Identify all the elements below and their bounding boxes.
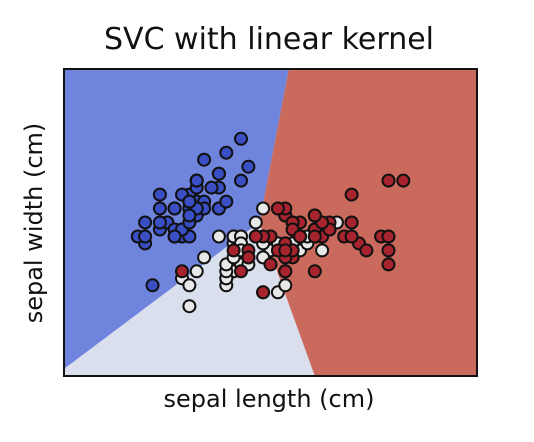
data-point-class-1 [278,278,293,293]
data-point-class-2 [381,257,396,272]
data-point-class-2 [344,215,359,230]
data-point-class-1 [197,250,212,265]
data-point-class-2 [241,250,256,265]
data-point-class-0 [234,173,248,188]
data-point-class-2 [381,243,396,258]
data-points [130,131,411,314]
data-point-class-0 [211,166,226,181]
data-point-class-1 [189,264,204,279]
data-point-class-0 [152,201,167,216]
data-point-class-2 [307,229,322,244]
data-point-class-2 [344,187,359,202]
chart-title: SVC with linear kernel [104,22,434,57]
plot-frame [63,68,478,377]
decision-region-class-2 [259,69,477,376]
data-point-class-0 [138,215,153,230]
data-point-class-0 [189,173,204,188]
data-point-class-0 [152,215,167,230]
data-point-class-1 [182,278,197,293]
data-point-class-2 [307,264,322,279]
decision-regions [64,69,477,376]
data-point-class-0 [182,208,197,223]
data-point-class-2 [278,264,293,279]
data-point-class-2 [344,229,359,244]
data-point-class-2 [381,229,396,244]
data-point-class-0 [219,145,234,160]
data-point-class-2 [307,208,322,223]
data-point-class-0 [167,229,182,244]
data-point-class-0 [182,194,197,209]
data-point-class-2 [263,257,278,272]
data-point-class-0 [197,152,212,167]
data-point-class-2 [270,201,285,216]
data-point-class-1 [256,201,271,216]
data-point-class-1 [315,243,330,258]
data-point-class-0 [152,187,167,202]
data-point-class-0 [145,278,160,293]
data-point-class-0 [204,180,219,195]
data-point-class-2 [381,173,396,188]
data-point-class-2 [278,243,293,258]
data-point-class-0 [219,194,234,209]
data-point-class-0 [234,131,248,146]
data-point-class-2 [175,264,189,279]
data-point-class-2 [226,243,241,258]
data-point-class-2 [256,285,271,300]
data-point-class-2 [234,264,248,279]
data-point-class-0 [241,159,256,174]
data-point-class-1 [182,299,197,314]
data-point-class-2 [396,173,411,188]
data-point-class-0 [138,229,153,244]
data-point-class-0 [167,201,182,216]
y-axis-label: sepal width (cm) [20,123,48,324]
data-point-class-2 [359,243,374,258]
data-point-class-1 [248,215,263,230]
data-point-class-2 [248,229,263,244]
data-point-class-1 [211,229,226,244]
x-axis-label: sepal length (cm) [164,385,375,413]
data-point-class-2 [293,229,307,244]
decision-region-class-0 [64,69,289,376]
